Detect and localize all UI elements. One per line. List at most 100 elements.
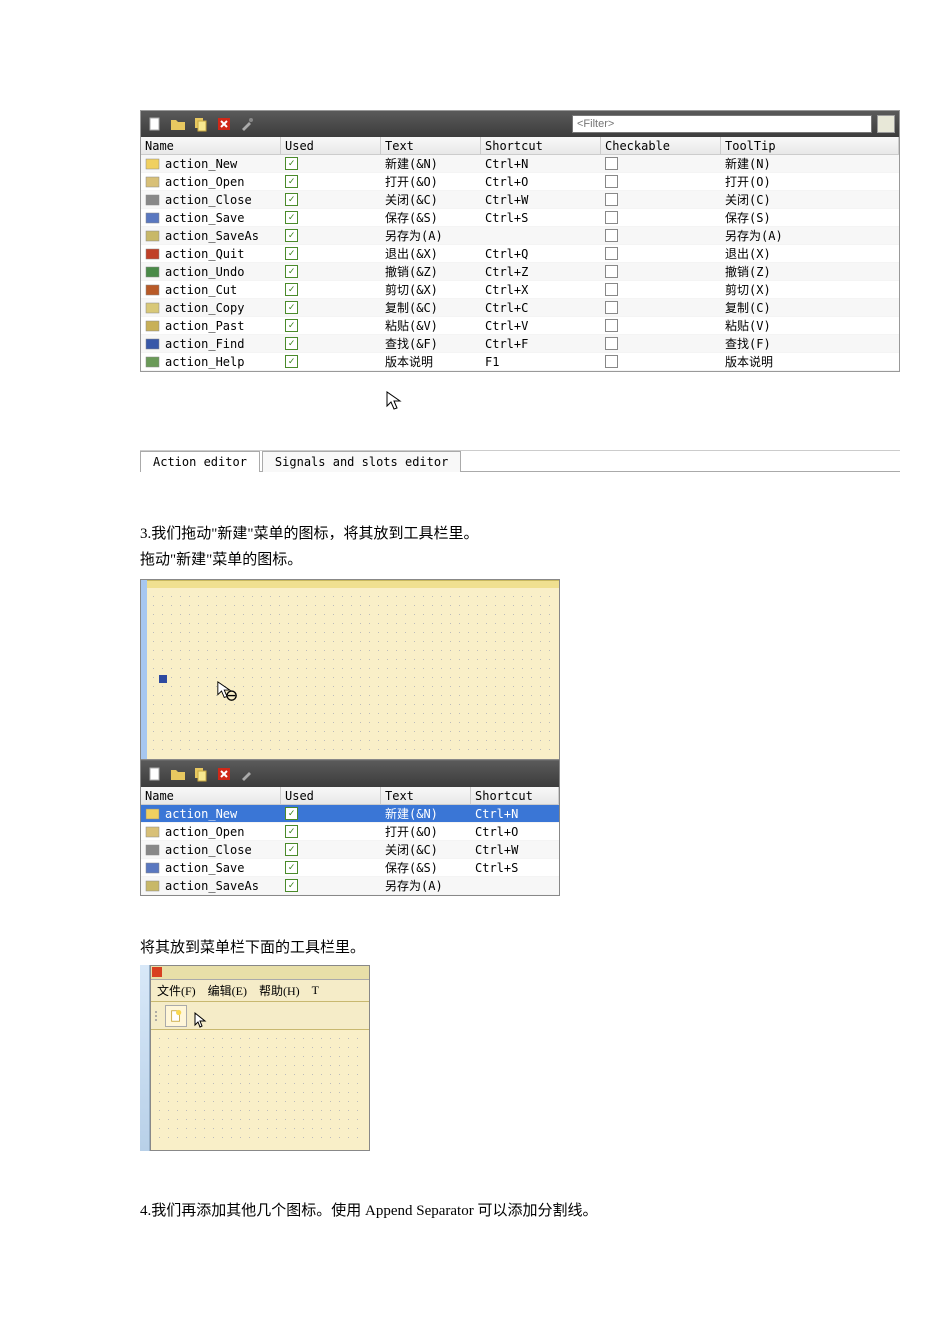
action-row[interactable]: action_Help版本说明F1版本说明 bbox=[141, 353, 899, 371]
tab-signals-slots[interactable]: Signals and slots editor bbox=[262, 451, 461, 472]
used-checkbox[interactable] bbox=[285, 355, 298, 368]
checkable-checkbox[interactable] bbox=[605, 337, 618, 350]
action-tooltip: 粘贴(V) bbox=[725, 317, 771, 334]
used-checkbox[interactable] bbox=[285, 319, 298, 332]
action-name: action_Close bbox=[165, 193, 252, 207]
used-checkbox[interactable] bbox=[285, 843, 298, 856]
checkable-checkbox[interactable] bbox=[605, 301, 618, 314]
action-row[interactable]: action_Close关闭(&C)Ctrl+W关闭(C) bbox=[141, 191, 899, 209]
action-row[interactable]: action_New新建(&N)Ctrl+N bbox=[141, 805, 559, 823]
tab-action-editor[interactable]: Action editor bbox=[140, 451, 260, 472]
checkable-checkbox[interactable] bbox=[605, 265, 618, 278]
header-text[interactable]: Text bbox=[381, 787, 471, 804]
checkable-checkbox[interactable] bbox=[605, 355, 618, 368]
header-name[interactable]: Name bbox=[141, 137, 281, 154]
configure-icon[interactable] bbox=[237, 114, 257, 134]
header-used[interactable]: Used bbox=[281, 137, 381, 154]
action-row[interactable]: action_Copy复制(&C)Ctrl+C复制(C) bbox=[141, 299, 899, 317]
used-checkbox[interactable] bbox=[285, 247, 298, 260]
action-row[interactable]: action_Open打开(&O)Ctrl+O bbox=[141, 823, 559, 841]
header-shortcut[interactable]: Shortcut bbox=[471, 787, 559, 804]
delete-action-icon[interactable] bbox=[214, 764, 234, 784]
used-checkbox[interactable] bbox=[285, 211, 298, 224]
form-canvas bbox=[141, 580, 559, 760]
delete-action-icon[interactable] bbox=[214, 114, 234, 134]
action-text: 新建(&N) bbox=[385, 155, 438, 172]
filter-go-button[interactable] bbox=[877, 115, 895, 133]
checkable-checkbox[interactable] bbox=[605, 229, 618, 242]
cursor-icon bbox=[385, 390, 403, 412]
action-text: 撤销(&Z) bbox=[385, 263, 438, 280]
checkable-checkbox[interactable] bbox=[605, 193, 618, 206]
action-tooltip: 关闭(C) bbox=[725, 191, 771, 208]
toolbar-new-button[interactable] bbox=[165, 1005, 187, 1027]
action-row[interactable]: action_New新建(&N)Ctrl+N新建(N) bbox=[141, 155, 899, 173]
drag-cursor-icon bbox=[216, 680, 238, 706]
configure-icon[interactable] bbox=[237, 764, 257, 784]
action-row[interactable]: action_Save保存(&S)Ctrl+S bbox=[141, 859, 559, 877]
checkable-checkbox[interactable] bbox=[605, 157, 618, 170]
header-shortcut[interactable]: Shortcut bbox=[481, 137, 601, 154]
new-action-icon[interactable] bbox=[145, 114, 165, 134]
header-used[interactable]: Used bbox=[281, 787, 381, 804]
used-checkbox[interactable] bbox=[285, 283, 298, 296]
header-text[interactable]: Text bbox=[381, 137, 481, 154]
action-row[interactable]: action_Open打开(&O)Ctrl+O打开(O) bbox=[141, 173, 899, 191]
copy-action-icon[interactable] bbox=[191, 114, 211, 134]
action-tooltip: 撤销(Z) bbox=[725, 263, 771, 280]
checkable-checkbox[interactable] bbox=[605, 211, 618, 224]
used-checkbox[interactable] bbox=[285, 193, 298, 206]
action-table-header: Name Used Text Shortcut Checkable ToolTi… bbox=[141, 137, 899, 155]
designer-screenshot: Name Used Text Shortcut action_New新建(&N)… bbox=[140, 579, 560, 896]
checkable-checkbox[interactable] bbox=[605, 319, 618, 332]
action-text: 复制(&C) bbox=[385, 299, 438, 316]
header-name[interactable]: Name bbox=[141, 787, 281, 804]
action-row[interactable]: action_Past粘贴(&V)Ctrl+V粘贴(V) bbox=[141, 317, 899, 335]
checkable-checkbox[interactable] bbox=[605, 175, 618, 188]
used-checkbox[interactable] bbox=[285, 825, 298, 838]
used-checkbox[interactable] bbox=[285, 175, 298, 188]
action-name: action_Quit bbox=[165, 247, 244, 261]
action-row[interactable]: action_SaveAs另存为(A) bbox=[141, 877, 559, 895]
folder-icon[interactable] bbox=[168, 764, 188, 784]
action-row[interactable]: action_Save保存(&S)Ctrl+S保存(S) bbox=[141, 209, 899, 227]
filter-input[interactable] bbox=[572, 115, 872, 133]
used-checkbox[interactable] bbox=[285, 861, 298, 874]
action-shortcut: F1 bbox=[485, 355, 499, 369]
action-tooltip: 新建(N) bbox=[725, 155, 771, 172]
menu-help[interactable]: 帮助(H) bbox=[255, 981, 304, 1000]
folder-icon[interactable] bbox=[168, 114, 188, 134]
action-row[interactable]: action_Cut剪切(&X)Ctrl+X剪切(X) bbox=[141, 281, 899, 299]
action-shortcut: Ctrl+F bbox=[485, 337, 528, 351]
action-row[interactable]: action_SaveAs另存为(A)另存为(A) bbox=[141, 227, 899, 245]
step3-text: 3.我们拖动"新建"菜单的图标，将其放到工具栏里。 拖动"新建"菜单的图标。 bbox=[140, 522, 950, 573]
action-row[interactable]: action_Find查找(&F)Ctrl+F查找(F) bbox=[141, 335, 899, 353]
used-checkbox[interactable] bbox=[285, 265, 298, 278]
copy-action-icon[interactable] bbox=[191, 764, 211, 784]
header-tooltip[interactable]: ToolTip bbox=[721, 137, 899, 154]
action-shortcut: Ctrl+W bbox=[485, 193, 528, 207]
used-checkbox[interactable] bbox=[285, 301, 298, 314]
action-tooltip: 查找(F) bbox=[725, 335, 771, 352]
step3-line3: 将其放到菜单栏下面的工具栏里。 bbox=[140, 936, 950, 957]
checkable-checkbox[interactable] bbox=[605, 283, 618, 296]
used-checkbox[interactable] bbox=[285, 337, 298, 350]
menu-file[interactable]: 文件(F) bbox=[153, 981, 200, 1000]
action-text: 打开(&O) bbox=[385, 823, 438, 840]
cursor-region bbox=[140, 372, 950, 442]
action-row[interactable]: action_Undo撤销(&Z)Ctrl+Z撤销(Z) bbox=[141, 263, 899, 281]
action-row[interactable]: action_Quit退出(&X)Ctrl+Q退出(X) bbox=[141, 245, 899, 263]
menu-edit[interactable]: 编辑(E) bbox=[204, 981, 251, 1000]
action-tooltip: 剪切(X) bbox=[725, 281, 771, 298]
action-row[interactable]: action_Close关闭(&C)Ctrl+W bbox=[141, 841, 559, 859]
used-checkbox[interactable] bbox=[285, 879, 298, 892]
header-checkable[interactable]: Checkable bbox=[601, 137, 721, 154]
used-checkbox[interactable] bbox=[285, 229, 298, 242]
new-action-icon[interactable] bbox=[145, 764, 165, 784]
menu-extra[interactable]: T bbox=[308, 982, 323, 999]
action-shortcut: Ctrl+N bbox=[475, 807, 518, 821]
used-checkbox[interactable] bbox=[285, 807, 298, 820]
close-icon[interactable] bbox=[152, 967, 162, 977]
checkable-checkbox[interactable] bbox=[605, 247, 618, 260]
used-checkbox[interactable] bbox=[285, 157, 298, 170]
